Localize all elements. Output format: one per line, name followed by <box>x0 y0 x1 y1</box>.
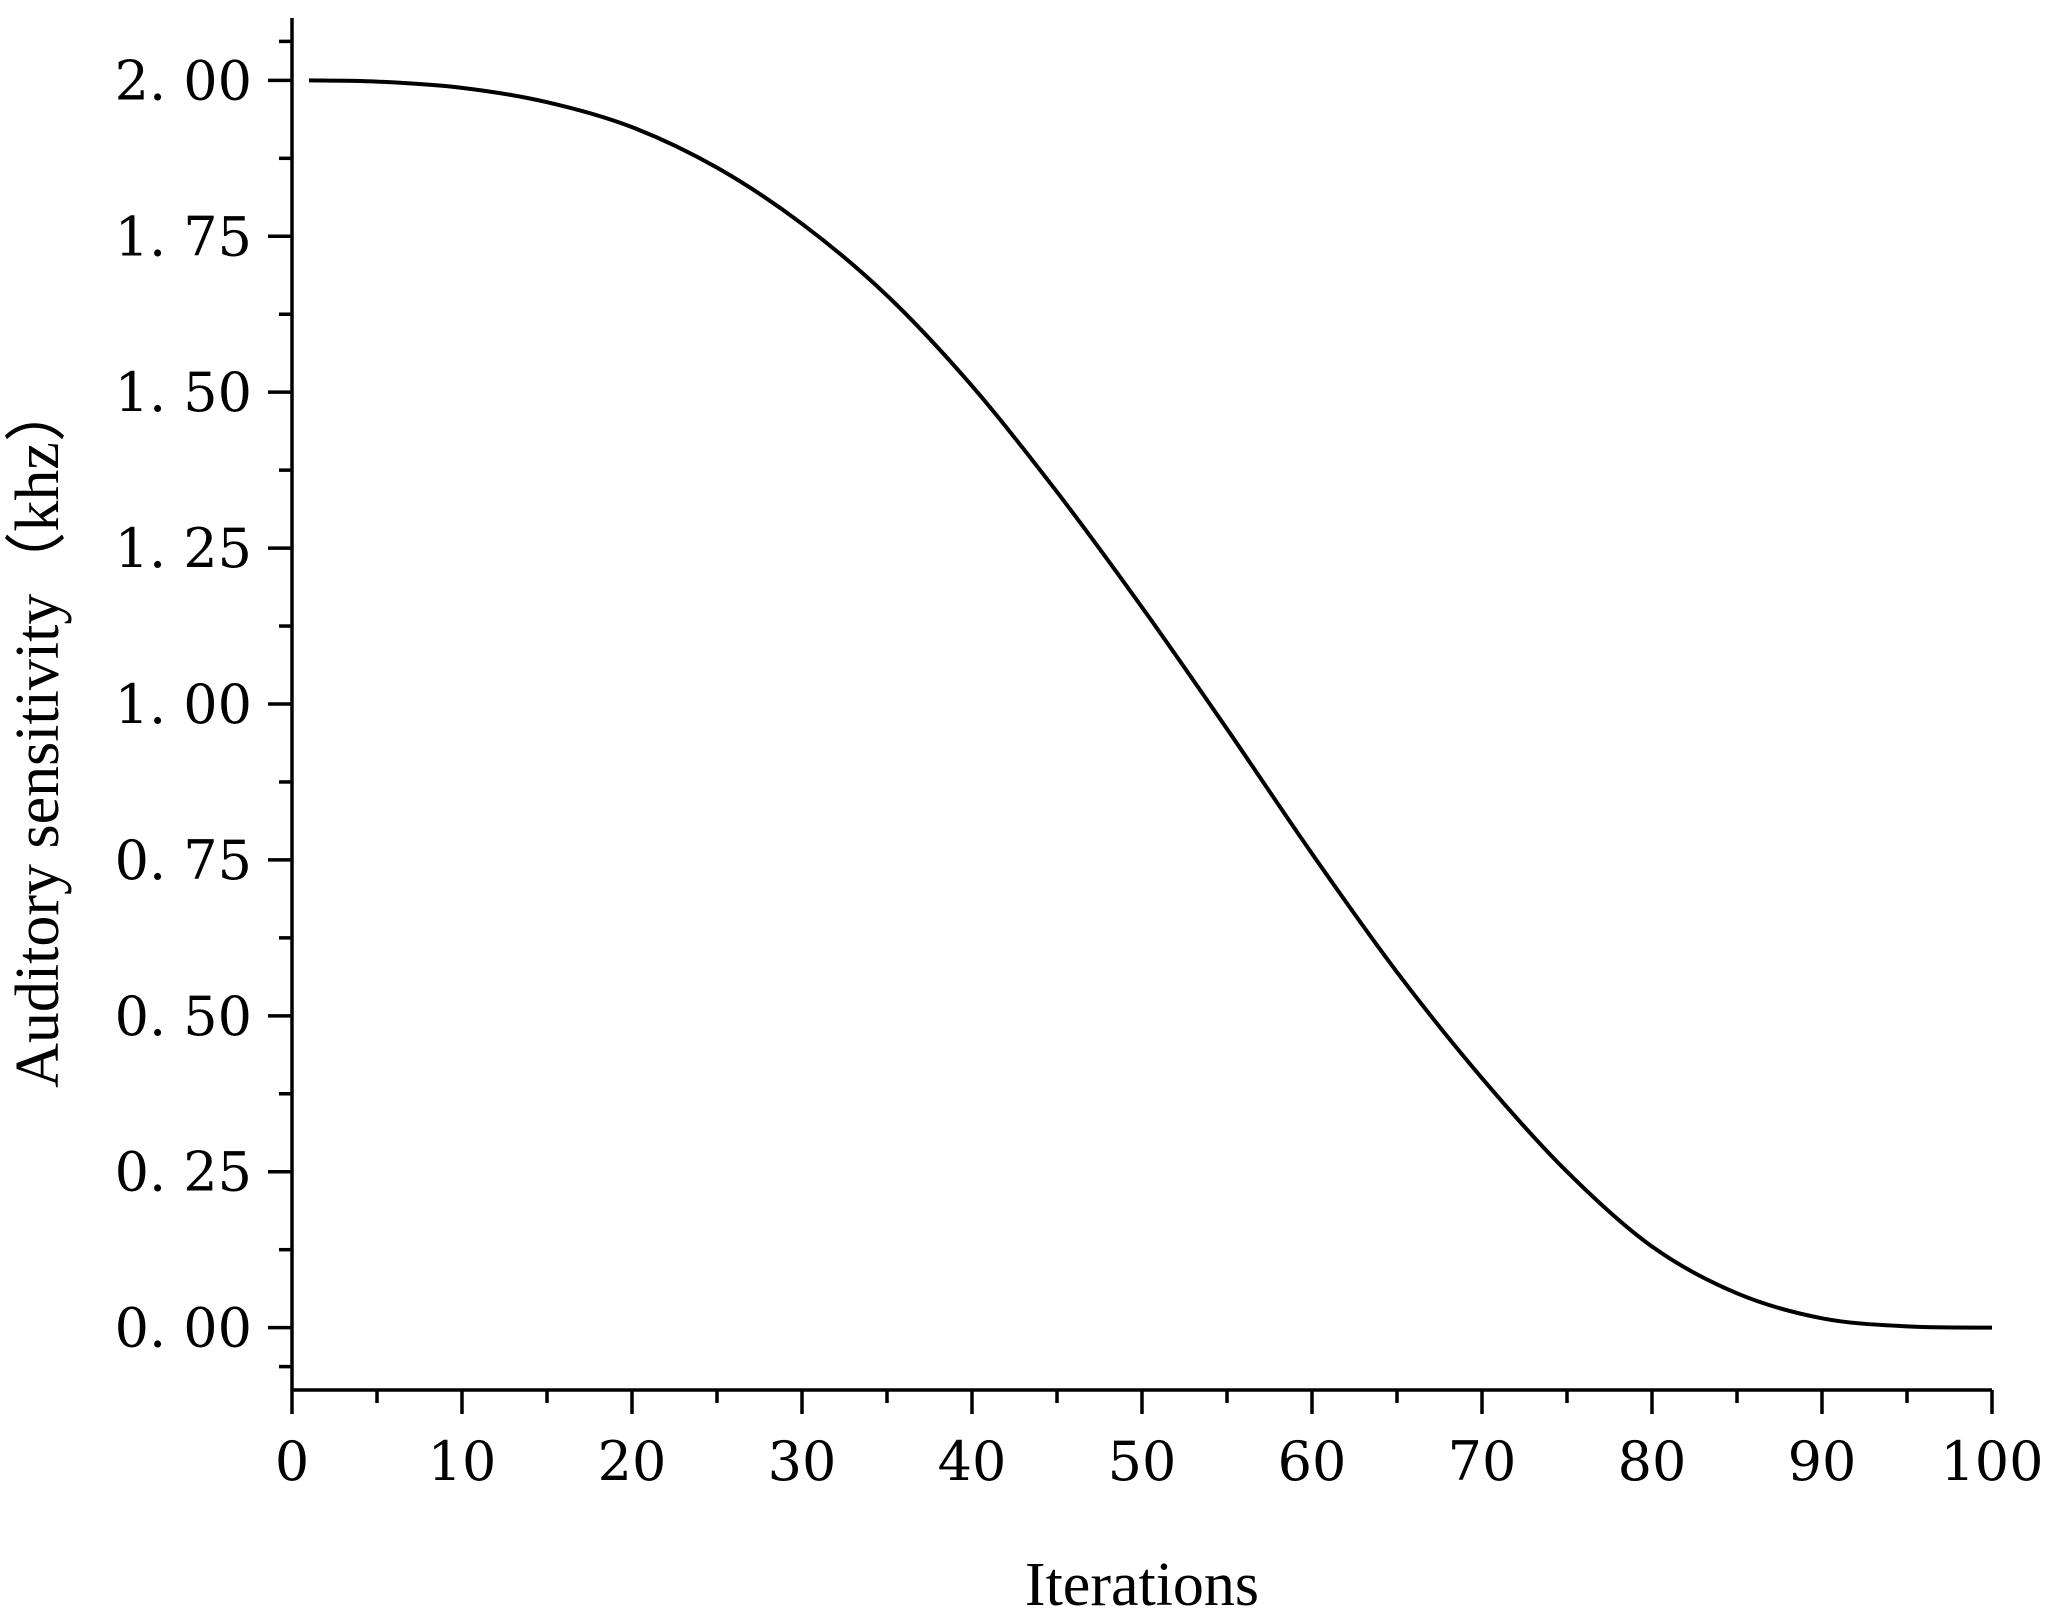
x-tick-label: 60 <box>1278 1430 1347 1493</box>
y-tick-label: 1. 50 <box>115 361 252 424</box>
series-group <box>308 78 1993 1330</box>
x-tick-label: 50 <box>1108 1430 1177 1493</box>
y-tick-label: 0. 00 <box>115 1297 252 1360</box>
x-axis-ticks <box>290 1390 1994 1414</box>
x-tick-label: 0 <box>275 1430 309 1493</box>
x-tick-label: 80 <box>1618 1430 1687 1493</box>
x-tick-label: 30 <box>768 1430 837 1493</box>
y-tick-label: 2. 00 <box>115 49 252 112</box>
y-axis-title: Auditory sensitivity（khz） <box>4 380 72 1088</box>
y-tick-label: 1. 25 <box>115 517 252 580</box>
y-tick-label: 0. 75 <box>115 829 252 892</box>
x-tick-label: 10 <box>428 1430 497 1493</box>
y-tick-label: 0. 50 <box>115 985 252 1048</box>
x-tick-label: 20 <box>598 1430 667 1493</box>
x-tick-label: 90 <box>1788 1430 1857 1493</box>
x-tick-label: 40 <box>938 1430 1007 1493</box>
y-axis-tick-labels: 0. 00 0. 25 0. 50 0. 75 1. 00 1. 25 1. 50 1. 75… <box>115 49 252 1359</box>
x-axis-title: Iterations <box>1025 1551 1259 1619</box>
y-tick-label: 1. 00 <box>115 673 252 736</box>
x-axis-tick-labels: 0 10 20 30 40 50 60 70 80 90 100 <box>275 1430 2044 1493</box>
x-tick-label: 70 <box>1448 1430 1517 1493</box>
series-line <box>308 78 1993 1330</box>
y-tick-label: 1. 75 <box>115 205 252 268</box>
y-tick-label: 0. 25 <box>115 1141 252 1204</box>
y-axis-ticks <box>268 39 292 1369</box>
x-tick-label: 100 <box>1940 1430 2043 1493</box>
